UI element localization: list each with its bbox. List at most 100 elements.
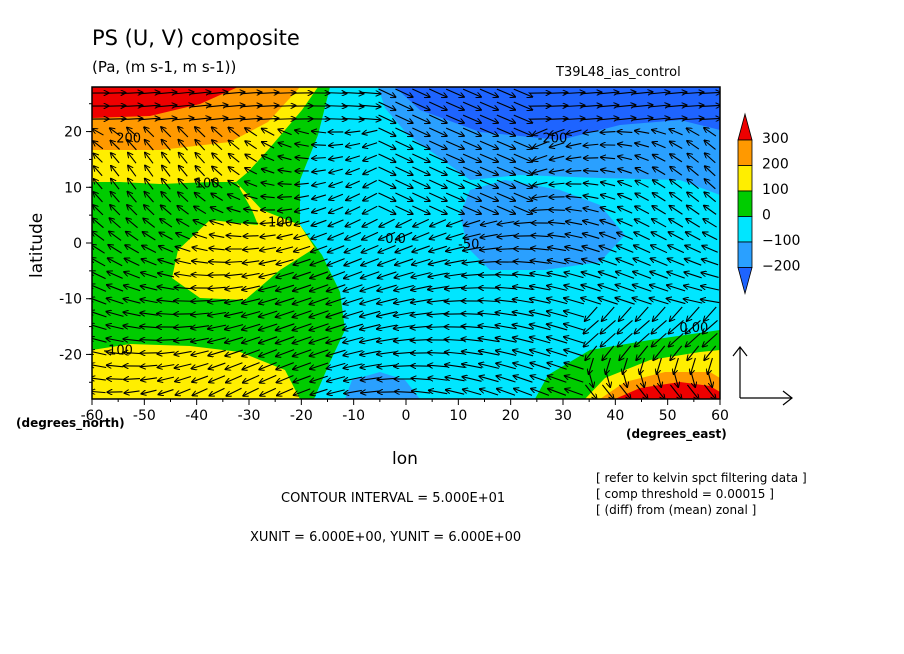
wind-vector-arrow <box>359 118 381 120</box>
wind-vector-arrow <box>684 272 702 279</box>
wind-vector-arrow <box>111 179 120 190</box>
wind-vector-arrow <box>107 272 123 279</box>
wind-vector-arrow <box>278 184 292 185</box>
x-axis-label: lon <box>392 449 418 469</box>
colorbar-swatch <box>737 216 753 243</box>
wind-vector-arrow <box>546 119 568 120</box>
wind-vector-arrow <box>245 182 258 187</box>
wind-vector-arrow <box>445 88 464 97</box>
wind-vector-arrow <box>531 389 550 396</box>
wind-vector-arrow <box>107 352 124 354</box>
wind-vector-arrow <box>705 166 716 177</box>
wind-vector-arrow <box>513 179 532 188</box>
chart-subtitle: (Pa, (m s-1, m s-1)) <box>92 58 236 76</box>
wind-vector-arrow <box>430 232 447 239</box>
wind-vector-arrow <box>445 127 464 136</box>
wind-vector-arrow <box>599 259 618 266</box>
wind-vector-arrow <box>225 311 244 316</box>
wind-vector-arrow <box>342 92 364 93</box>
wind-vector-arrow <box>445 101 464 110</box>
wind-vector-arrow <box>582 272 601 279</box>
wind-vector-arrow <box>195 179 206 190</box>
wind-vector-arrow <box>225 349 243 356</box>
wind-vector-arrow <box>635 156 649 162</box>
wind-vector-arrow <box>244 209 258 211</box>
wind-vector-arrow <box>481 220 498 225</box>
wind-vector-arrow <box>377 284 397 291</box>
wind-vector-arrow <box>412 153 429 162</box>
wind-vector-arrow <box>703 219 717 228</box>
wind-vector-arrow <box>245 168 258 175</box>
wind-vector-arrow <box>325 119 347 120</box>
wind-vector-arrow <box>311 232 327 239</box>
wind-vector-arrow <box>191 313 210 315</box>
vector-units: XUNIT = 6.000E+00, YUNIT = 6.000E+00 <box>250 530 521 545</box>
wind-vector-arrow <box>463 233 481 238</box>
wind-vector-arrow <box>262 129 275 136</box>
wind-vector-arrow <box>312 170 326 172</box>
wind-vector-arrow <box>567 171 582 172</box>
wind-vector-arrow <box>295 220 310 225</box>
wind-vector-arrow <box>564 363 584 370</box>
wind-vector-arrow <box>293 349 312 357</box>
wind-vector-arrow <box>360 297 380 304</box>
wind-vector-arrow <box>128 166 137 177</box>
wind-vector-arrow <box>601 195 616 200</box>
contour-label: -100 <box>103 343 133 358</box>
wind-vector-arrow <box>159 246 174 253</box>
wind-vector-arrow <box>462 205 481 214</box>
wind-vector-arrow <box>651 320 667 333</box>
wind-vector-arrow <box>193 234 208 239</box>
x-tick-label: -40 <box>185 408 208 424</box>
wind-vector-arrow <box>259 285 278 291</box>
wind-vector-arrow <box>704 141 716 150</box>
wind-vector-arrow <box>563 118 585 119</box>
wind-vector-arrow <box>395 271 414 278</box>
reference-vector <box>732 346 793 406</box>
wind-vector-arrow <box>189 118 211 120</box>
wind-vector-arrow <box>550 128 565 134</box>
wind-vector-arrow <box>412 192 429 201</box>
wind-vector-arrow <box>533 141 548 148</box>
wind-vector-arrow <box>668 245 685 254</box>
wind-vector-arrow <box>178 127 189 138</box>
wind-vector-arrow <box>598 298 618 305</box>
wind-vector-arrow <box>581 285 601 292</box>
wind-vector-arrow <box>497 249 516 250</box>
wind-vector-arrow <box>530 312 551 317</box>
wind-vector-arrow <box>669 129 683 136</box>
wind-vector-arrow <box>140 326 158 327</box>
wind-vector-arrow <box>208 287 226 288</box>
wind-vector-arrow <box>140 313 158 315</box>
wind-vector-arrow <box>600 233 617 240</box>
region-red-nw <box>92 87 238 118</box>
wind-vector-arrow <box>106 338 124 341</box>
wind-vector-arrow <box>260 374 277 382</box>
wind-vector-arrow <box>513 325 534 330</box>
wind-vector-arrow <box>294 258 311 265</box>
wind-vector-arrow <box>531 235 549 236</box>
wind-vector-arrow <box>363 192 378 200</box>
wind-vector-arrow <box>157 352 175 354</box>
wind-vector-arrow <box>463 389 482 396</box>
wind-vector-arrow <box>665 92 687 94</box>
wind-vector-arrow <box>548 389 567 396</box>
wind-vector-arrow <box>513 127 532 136</box>
y-tick-label: -20 <box>59 347 82 363</box>
wind-vector-arrow <box>445 166 464 175</box>
wind-vector-arrow <box>346 143 361 146</box>
wind-vector-arrow <box>276 284 295 291</box>
wind-vector-arrow <box>309 310 329 318</box>
wind-vector-arrow <box>580 118 602 120</box>
wind-vector-arrow <box>686 332 701 346</box>
wind-vector-arrow <box>585 345 598 360</box>
wind-vector-arrow <box>121 118 143 119</box>
wind-vector-arrow <box>463 246 482 250</box>
wind-vector-arrow <box>702 246 718 253</box>
wind-vector-arrow <box>378 101 396 110</box>
wind-vector-arrow <box>277 259 294 265</box>
wind-vector-arrow <box>140 340 158 341</box>
wind-vector-arrow <box>361 391 380 393</box>
wind-vector-arrow <box>685 320 701 333</box>
wind-vector-arrow <box>530 337 551 344</box>
